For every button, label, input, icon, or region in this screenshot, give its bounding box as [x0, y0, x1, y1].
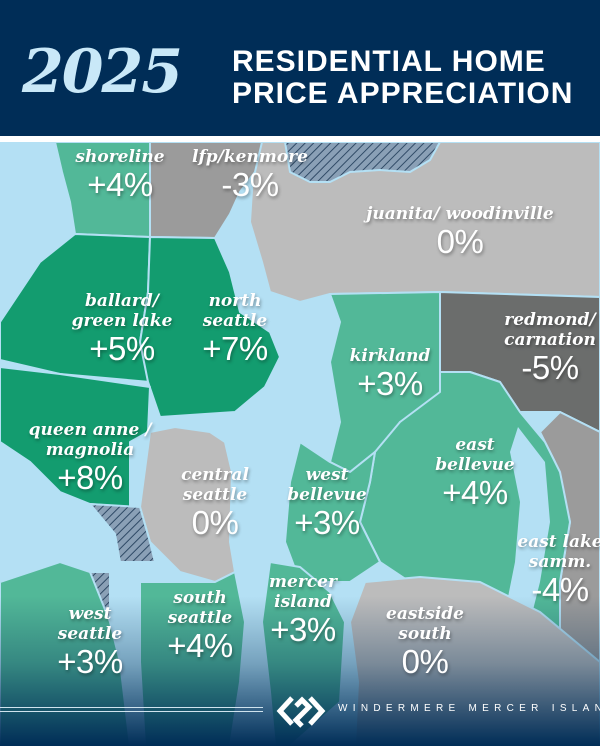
- brand-name: WINDERMERE MERCER ISLAND: [338, 703, 600, 714]
- header-title-line2: PRICE APPRECIATION: [232, 77, 574, 110]
- label-redmond-carnation: redmond/ carnation -5%: [504, 310, 596, 386]
- region-west-bellevue: [284, 441, 381, 583]
- header-year: 2025: [22, 37, 183, 107]
- label-mercer-island: mercer island +3%: [269, 572, 337, 648]
- label-west-seattle: west seattle +3%: [57, 604, 123, 680]
- label-east-bellevue: east bellevue +4%: [435, 435, 515, 511]
- label-juanita-woodinville: juanita/ woodinville 0%: [366, 204, 554, 260]
- label-north-seattle: north seattle +7%: [202, 291, 268, 367]
- label-eastside-south: eastside south 0%: [386, 604, 464, 680]
- hatched-area-north: [284, 142, 441, 183]
- label-south-seattle: south seattle +4%: [167, 588, 233, 664]
- label-ballard-green-lake: ballard/ green lake +5%: [71, 291, 173, 367]
- region-map: shoreline +4% lfp/kenmore -3% juanita/ w…: [0, 142, 600, 746]
- label-queen-anne-magnolia: queen anne / magnolia +8%: [28, 420, 152, 496]
- header-title-line1: RESIDENTIAL HOME: [232, 45, 546, 78]
- label-lfp-kenmore: lfp/kenmore -3%: [192, 147, 308, 203]
- footer: WINDERMERE MERCER ISLAND: [0, 686, 600, 746]
- footer-divider-lines: [0, 707, 263, 712]
- header-banner: 2025 RESIDENTIAL HOME PRICE APPRECIATION: [0, 0, 600, 136]
- windermere-logo-icon: [276, 696, 326, 728]
- hatched-area-central: [89, 503, 156, 563]
- header-title: RESIDENTIAL HOME PRICE APPRECIATION: [232, 46, 573, 110]
- region-juanita-woodinville: [249, 142, 600, 303]
- lake-sammamish: [505, 427, 550, 622]
- label-west-bellevue: west bellevue +3%: [287, 465, 367, 541]
- label-kirkland: kirkland +3%: [349, 346, 431, 402]
- label-central-seattle: central seattle 0%: [181, 465, 249, 541]
- label-shoreline: shoreline +4%: [75, 147, 165, 203]
- label-east-lake-samm: east lake samm. -4%: [517, 532, 600, 608]
- region-north-seattle: [139, 236, 281, 418]
